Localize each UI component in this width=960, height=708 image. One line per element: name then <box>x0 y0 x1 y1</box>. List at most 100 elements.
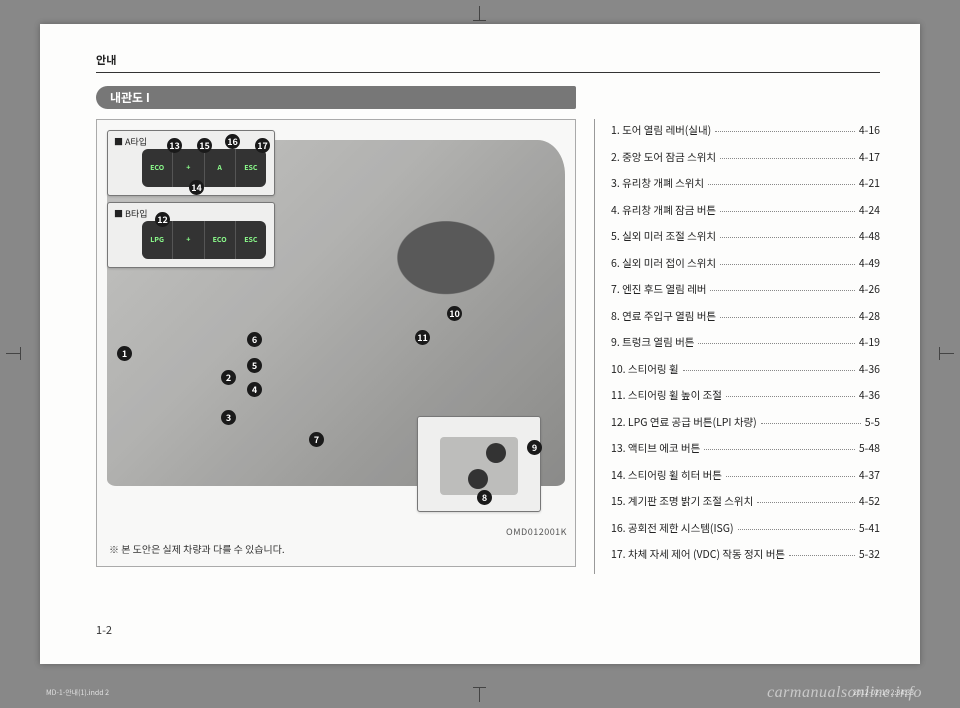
index-item: 8. 연료 주입구 열림 버튼4-28 <box>611 309 880 324</box>
callout-11: 11 <box>415 330 430 345</box>
index-item-page: 5-41 <box>859 521 880 536</box>
index-item-label: 14. 스티어링 휠 히터 버튼 <box>611 468 722 483</box>
index-item-label: 11. 스티어링 휠 높이 조절 <box>611 388 722 403</box>
index-item: 13. 액티브 에코 버튼 5-48 <box>611 441 880 456</box>
callout-5: 5 <box>247 358 262 373</box>
index-item-label: 17. 차체 자세 제어 (VDC) 작동 정지 버튼 <box>611 547 785 562</box>
callout-3: 3 <box>221 410 236 425</box>
index-item-label: 3. 유리창 개폐 스위치 <box>611 176 704 191</box>
panel-a-btn-2: A <box>205 149 236 187</box>
callout-6: 6 <box>247 332 262 347</box>
index-item: 15. 계기판 조명 밝기 조절 스위치 4-52 <box>611 494 880 509</box>
index-item: 9. 트렁크 열림 버튼 4-19 <box>611 335 880 350</box>
panel-a-row: ECO + A ESC <box>142 149 266 187</box>
index-item: 14. 스티어링 휠 히터 버튼4-37 <box>611 468 880 483</box>
panel-b-btn-1: + <box>173 221 204 259</box>
callout-7: 7 <box>309 432 324 447</box>
index-item-label: 7. 엔진 후드 열림 레버 <box>611 282 706 297</box>
inset-a-label: A타입 <box>114 135 147 148</box>
panel-b-btn-3: ESC <box>236 221 266 259</box>
index-item-label: 16. 공회전 제한 시스템(ISG) <box>611 521 734 536</box>
crop-mark-bottom <box>465 672 495 702</box>
panel-a-btn-3: ESC <box>236 149 266 187</box>
fuel-door-shape <box>440 437 518 495</box>
callout-10: 10 <box>447 306 462 321</box>
index-item-dots <box>708 184 855 185</box>
index-item-dots <box>715 131 855 132</box>
index-item-label: 5. 실외 미러 조절 스위치 <box>611 229 716 244</box>
panel-a-btn-0: ECO <box>142 149 173 187</box>
footer-filename: MD-1-안내(1).indd 2 <box>46 688 109 698</box>
index-item-label: 15. 계기판 조명 밝기 조절 스위치 <box>611 494 753 509</box>
callout-14: 14 <box>189 180 204 195</box>
page-number: 1-2 <box>96 622 112 638</box>
index-item-label: 1. 도어 열림 레버(실내) <box>611 123 711 138</box>
index-item: 17. 차체 자세 제어 (VDC) 작동 정지 버튼 5-32 <box>611 547 880 562</box>
callout-12: 12 <box>155 212 170 227</box>
manual-page: 안내 내관도 I A타입 ECO + A ESC B타입 LPG + ECO <box>40 24 920 664</box>
callout-13: 13 <box>167 138 182 153</box>
index-item: 2. 중앙 도어 잠금 스위치 4-17 <box>611 150 880 165</box>
section-header: 안내 <box>96 52 880 68</box>
index-item-page: 4-52 <box>859 494 880 509</box>
header-rule <box>96 72 880 73</box>
index-item-label: 12. LPG 연료 공급 버튼(LPI 차량) <box>611 415 757 430</box>
index-item: 5. 실외 미러 조절 스위치 4-48 <box>611 229 880 244</box>
callout-16: 16 <box>225 134 240 149</box>
index-item-page: 4-24 <box>859 203 880 218</box>
index-item: 1. 도어 열림 레버(실내) 4-16 <box>611 123 880 138</box>
index-item-label: 4. 유리창 개폐 잠금 버튼 <box>611 203 716 218</box>
index-item-page: 5-32 <box>859 547 880 562</box>
index-item-label: 6. 실외 미러 접이 스위치 <box>611 256 716 271</box>
panel-b-btn-0: LPG <box>142 221 173 259</box>
index-item-label: 13. 액티브 에코 버튼 <box>611 441 700 456</box>
callout-15: 15 <box>197 138 212 153</box>
index-item-dots <box>720 211 855 212</box>
index-item: 7. 엔진 후드 열림 레버 4-26 <box>611 282 880 297</box>
image-code: OMD012001K <box>506 525 567 538</box>
index-item-page: 4-17 <box>859 150 880 165</box>
index-item-dots <box>683 370 855 371</box>
index-item-dots <box>726 476 855 477</box>
inset-b-label: B타입 <box>114 207 148 220</box>
index-item-page: 5-48 <box>859 441 880 456</box>
index-list: 1. 도어 열림 레버(실내) 4-16 2. 중앙 도어 잠금 스위치 4-17 3.… <box>594 119 880 574</box>
index-item-page: 4-36 <box>859 388 880 403</box>
callout-2: 2 <box>221 370 236 385</box>
index-item: 16. 공회전 제한 시스템(ISG) 5-41 <box>611 521 880 536</box>
callout-9: 9 <box>527 440 542 455</box>
index-item-dots <box>720 158 855 159</box>
index-item-dots <box>698 343 854 344</box>
diagram-box: A타입 ECO + A ESC B타입 LPG + ECO ESC <box>96 119 576 567</box>
index-item-dots <box>720 237 855 238</box>
index-item-page: 4-16 <box>859 123 880 138</box>
callout-4: 4 <box>247 382 262 397</box>
index-item-label: 8. 연료 주입구 열림 버튼 <box>611 309 716 324</box>
trunk-release-icon <box>486 443 506 463</box>
index-item: 12. LPG 연료 공급 버튼(LPI 차량)5-5 <box>611 415 880 430</box>
image-note: ※ 본 도안은 실제 차량과 다를 수 있습니다. <box>109 541 285 556</box>
index-item-page: 4-36 <box>859 362 880 377</box>
index-item-dots <box>704 449 855 450</box>
index-item-page: 4-19 <box>859 335 880 350</box>
index-item-dots <box>761 423 861 424</box>
callout-17: 17 <box>255 138 270 153</box>
page-title: 내관도 I <box>96 86 576 109</box>
index-item-label: 10. 스티어링 휠 <box>611 362 679 377</box>
index-item-page: 4-49 <box>859 256 880 271</box>
index-item-label: 2. 중앙 도어 잠금 스위치 <box>611 150 716 165</box>
index-item-dots <box>757 502 855 503</box>
index-item: 10. 스티어링 휠 4-36 <box>611 362 880 377</box>
index-item-page: 4-48 <box>859 229 880 244</box>
watermark: carmanualsonline.info <box>767 684 922 702</box>
index-item-dots <box>720 264 855 265</box>
index-item-dots <box>789 555 855 556</box>
index-item: 4. 유리창 개폐 잠금 버튼 4-24 <box>611 203 880 218</box>
inset-b-type: B타입 LPG + ECO ESC <box>107 202 275 268</box>
index-item: 3. 유리창 개폐 스위치4-21 <box>611 176 880 191</box>
crop-mark-left <box>6 339 36 369</box>
index-item-dots <box>726 396 855 397</box>
callout-8: 8 <box>477 490 492 505</box>
index-item-label: 9. 트렁크 열림 버튼 <box>611 335 694 350</box>
index-item-page: 4-26 <box>859 282 880 297</box>
